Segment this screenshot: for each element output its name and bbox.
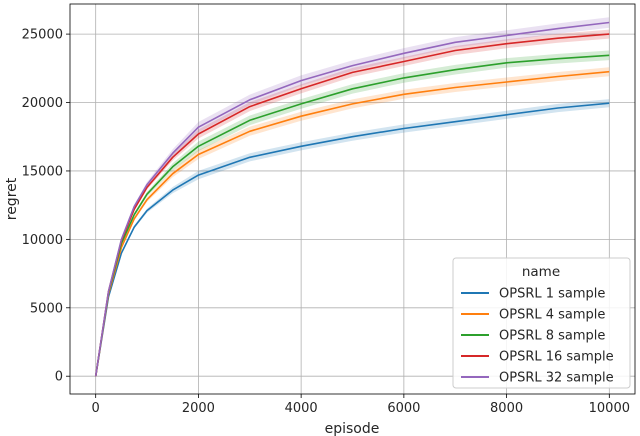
legend-label-5: OPSRL 32 sample (499, 371, 614, 386)
series-line-3 (94, 54, 610, 377)
series-line-5 (94, 21, 610, 377)
legend-label-4: OPSRL 16 sample (499, 350, 614, 365)
confidence-bands (95, 17, 610, 377)
confidence-band-1 (95, 99, 610, 377)
series-lines (94, 21, 610, 377)
y-tick-label: 10000 (22, 233, 63, 248)
x-tick-label: 0 (92, 401, 100, 416)
x-tick-label: 2000 (182, 401, 215, 416)
y-tick-label: 15000 (22, 164, 63, 179)
y-tick-label: 0 (55, 370, 63, 385)
plot-frame (69, 3, 636, 395)
x-axis-ticks: 0 2000 4000 6000 8000 10000 (92, 394, 630, 416)
legend-box (452, 257, 631, 389)
confidence-band-4 (95, 29, 610, 377)
y-tick-label: 20000 (22, 96, 63, 111)
legend-title: name (522, 264, 560, 280)
legend-label-2: OPSRL 4 sample (499, 308, 605, 323)
series-line-1 (94, 102, 610, 377)
x-tick-label: 4000 (285, 401, 318, 416)
y-axis-label: regret (4, 177, 20, 220)
confidence-band-2 (95, 67, 610, 377)
legend: name OPSRL 1 sample OPSRL 4 sample OPSRL 8… (452, 257, 631, 389)
x-tick-label: 6000 (387, 401, 420, 416)
x-tick-label: 10000 (589, 401, 630, 416)
y-tick-label: 25000 (22, 28, 63, 43)
y-tick-label: 5000 (30, 301, 63, 316)
legend-label-1: OPSRL 1 sample (499, 287, 605, 302)
y-axis-ticks: 0 5000 10000 15000 20000 25000 (22, 28, 70, 385)
grid-lines (70, 4, 635, 394)
series-line-2 (94, 70, 610, 377)
legend-label-3: OPSRL 8 sample (499, 329, 605, 344)
confidence-band-3 (95, 50, 610, 377)
x-tick-label: 8000 (490, 401, 523, 416)
x-axis-label: episode (325, 421, 380, 436)
